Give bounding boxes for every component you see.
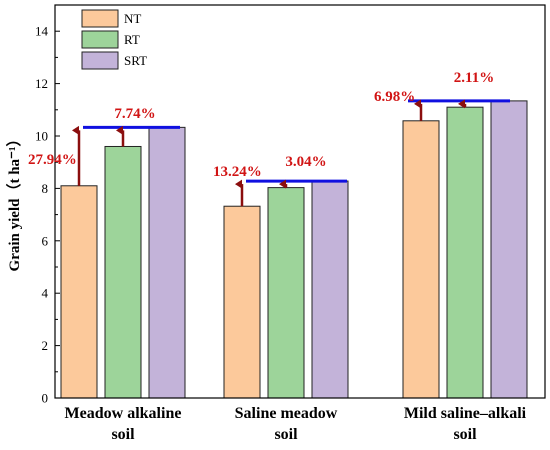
bar-nt-2 <box>402 120 440 399</box>
y-tick-label: 8 <box>42 181 49 196</box>
y-tick-label: 6 <box>42 233 49 248</box>
y-tick-label: 2 <box>42 338 49 353</box>
bars-layer <box>60 100 528 399</box>
bar-nt-1 <box>223 205 261 399</box>
bar-srt-1 <box>311 180 349 399</box>
legend: NT RT SRT <box>81 9 147 70</box>
bar-rt-1 <box>267 187 305 399</box>
legend-label-srt: SRT <box>124 53 147 68</box>
percentage-label: 13.24% <box>213 164 262 180</box>
y-tick-label: 4 <box>42 286 49 301</box>
legend-swatch-rt <box>81 30 119 49</box>
bar-srt-0 <box>148 126 186 399</box>
legend-swatch-nt <box>81 9 119 28</box>
x-category-label-line: soil <box>453 426 477 443</box>
bar-rt-2 <box>446 106 484 399</box>
y-tick-label: 0 <box>42 391 49 406</box>
x-category-label: Saline meadow soil <box>235 405 338 443</box>
percentage-label: 6.98% <box>374 89 415 105</box>
x-category-label-line: soil <box>111 426 135 443</box>
x-category-label-line: soil <box>274 426 298 443</box>
y-tick-label: 10 <box>35 129 48 144</box>
percentage-label: 2.11% <box>454 70 494 86</box>
plot-frame <box>54 4 546 399</box>
percentage-label: 7.74% <box>114 106 155 122</box>
y-tick-label: 14 <box>35 24 49 39</box>
legend-swatch-srt <box>81 51 119 70</box>
legend-label-nt: NT <box>124 11 141 26</box>
bar-rt-0 <box>104 145 142 399</box>
bar-srt-2 <box>490 100 528 399</box>
x-category-label-line: Saline meadow <box>235 405 338 422</box>
percentage-label: 27.94% <box>28 152 77 168</box>
x-category-label-line: Mild saline–alkali <box>404 405 527 422</box>
bar-nt-0 <box>60 185 98 399</box>
y-axis-label: Grain yield（t ha⁻¹） <box>5 132 23 272</box>
legend-label-rt: RT <box>124 32 140 47</box>
x-category-label-line: Meadow alkaline <box>65 405 182 422</box>
percentage-label: 3.04% <box>285 154 326 170</box>
y-tick-label: 12 <box>35 76 48 91</box>
x-category-label: Mild saline–alkali soil <box>404 405 527 443</box>
x-category-label: Meadow alkaline soil <box>65 405 182 443</box>
annotations-layer: 27.94% 7.74% 13.24% 3.04% 6.98% 2.11% <box>28 70 510 207</box>
